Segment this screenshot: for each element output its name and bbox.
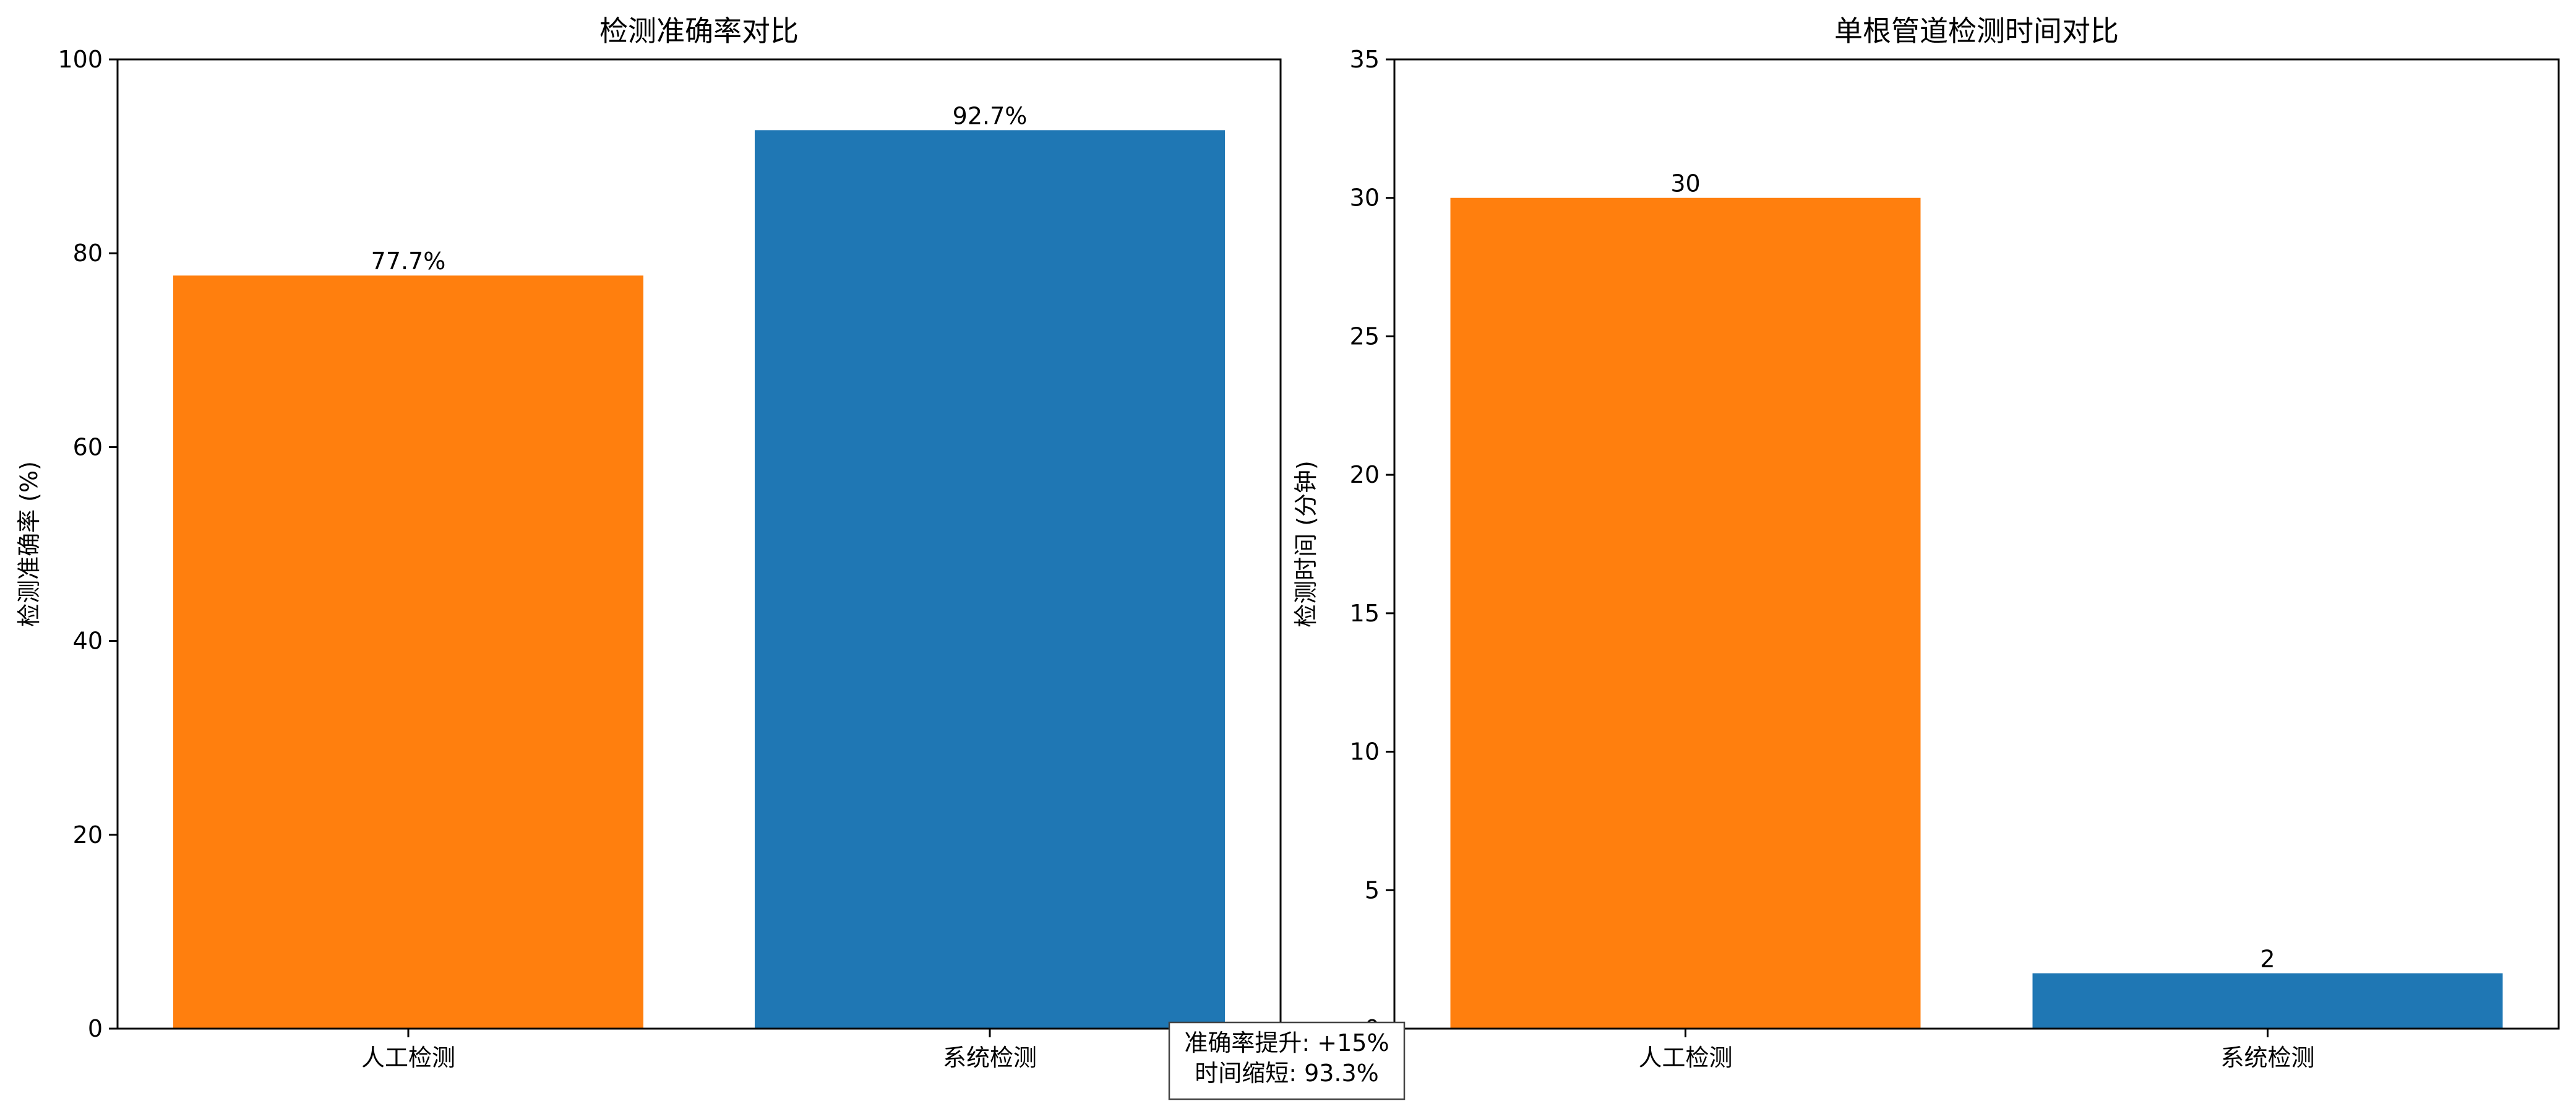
- summary-box: 准确率提升: +15% 时间缩短: 93.3%: [1168, 1021, 1406, 1100]
- time-ytick-label: 30: [1350, 184, 1380, 212]
- summary-box-border: [1168, 1021, 1406, 1100]
- accuracy-y-axis-label: 检测准确率 (%): [15, 461, 43, 627]
- accuracy-ytick-label: 20: [73, 821, 103, 849]
- time-data-label: 2: [2260, 946, 2275, 973]
- accuracy-bar: [173, 275, 643, 1029]
- summary-accuracy-gain: 准确率提升: +15%: [1184, 1029, 1389, 1056]
- accuracy-chart-title: 检测准确率对比: [599, 14, 799, 48]
- time-plot-frame: [1393, 58, 2560, 1030]
- time-chart: 单根管道检测时间对比 检测时间 (分钟) 05101520253035人工检测3…: [1292, 14, 2560, 1071]
- accuracy-data-label: 77.7%: [371, 248, 446, 275]
- time-ytick-label: 5: [1365, 876, 1380, 904]
- time-bar: [2032, 973, 2503, 1029]
- time-data-label: 30: [1670, 170, 1700, 197]
- accuracy-ytick-label: 0: [88, 1015, 103, 1042]
- time-ytick-label: 15: [1350, 600, 1380, 627]
- summary-time-reduction: 时间缩短: 93.3%: [1195, 1060, 1379, 1087]
- time-ytick-label: 20: [1350, 461, 1380, 488]
- accuracy-xtick-label: 系统检测: [943, 1044, 1037, 1071]
- accuracy-chart: 检测准确率对比 检测准确率 (%) 0 20 40 60 80 100 人工检测 77.7% 系…: [15, 14, 1282, 1071]
- time-xtick-label: 人工检测: [1638, 1044, 1732, 1071]
- accuracy-ytick-label: 80: [73, 240, 103, 267]
- accuracy-plot-frame: [116, 58, 1282, 1030]
- time-ytick-label: 25: [1350, 322, 1380, 350]
- accuracy-bar: [755, 130, 1225, 1029]
- time-ytick-label: 35: [1350, 46, 1380, 73]
- time-bar: [1450, 197, 1921, 1029]
- accuracy-xtick-label: 人工检测: [361, 1044, 455, 1071]
- accuracy-data-label: 92.7%: [953, 102, 1028, 129]
- accuracy-ytick-label: 40: [73, 628, 103, 655]
- accuracy-marks: 0 20 40 60 80 100 人工检测 77.7% 系统检测 92.7%: [58, 46, 1225, 1071]
- time-y-axis-label: 检测时间 (分钟): [1292, 460, 1320, 628]
- accuracy-ytick-label: 60: [73, 433, 103, 460]
- time-ytick-label: 10: [1350, 738, 1380, 766]
- time-marks: 05101520253035人工检测30系统检测2: [1350, 46, 2503, 1071]
- accuracy-ytick-label: 100: [58, 46, 103, 73]
- time-xtick-label: 系统检测: [2220, 1044, 2314, 1071]
- time-chart-title: 单根管道检测时间对比: [1834, 14, 2119, 48]
